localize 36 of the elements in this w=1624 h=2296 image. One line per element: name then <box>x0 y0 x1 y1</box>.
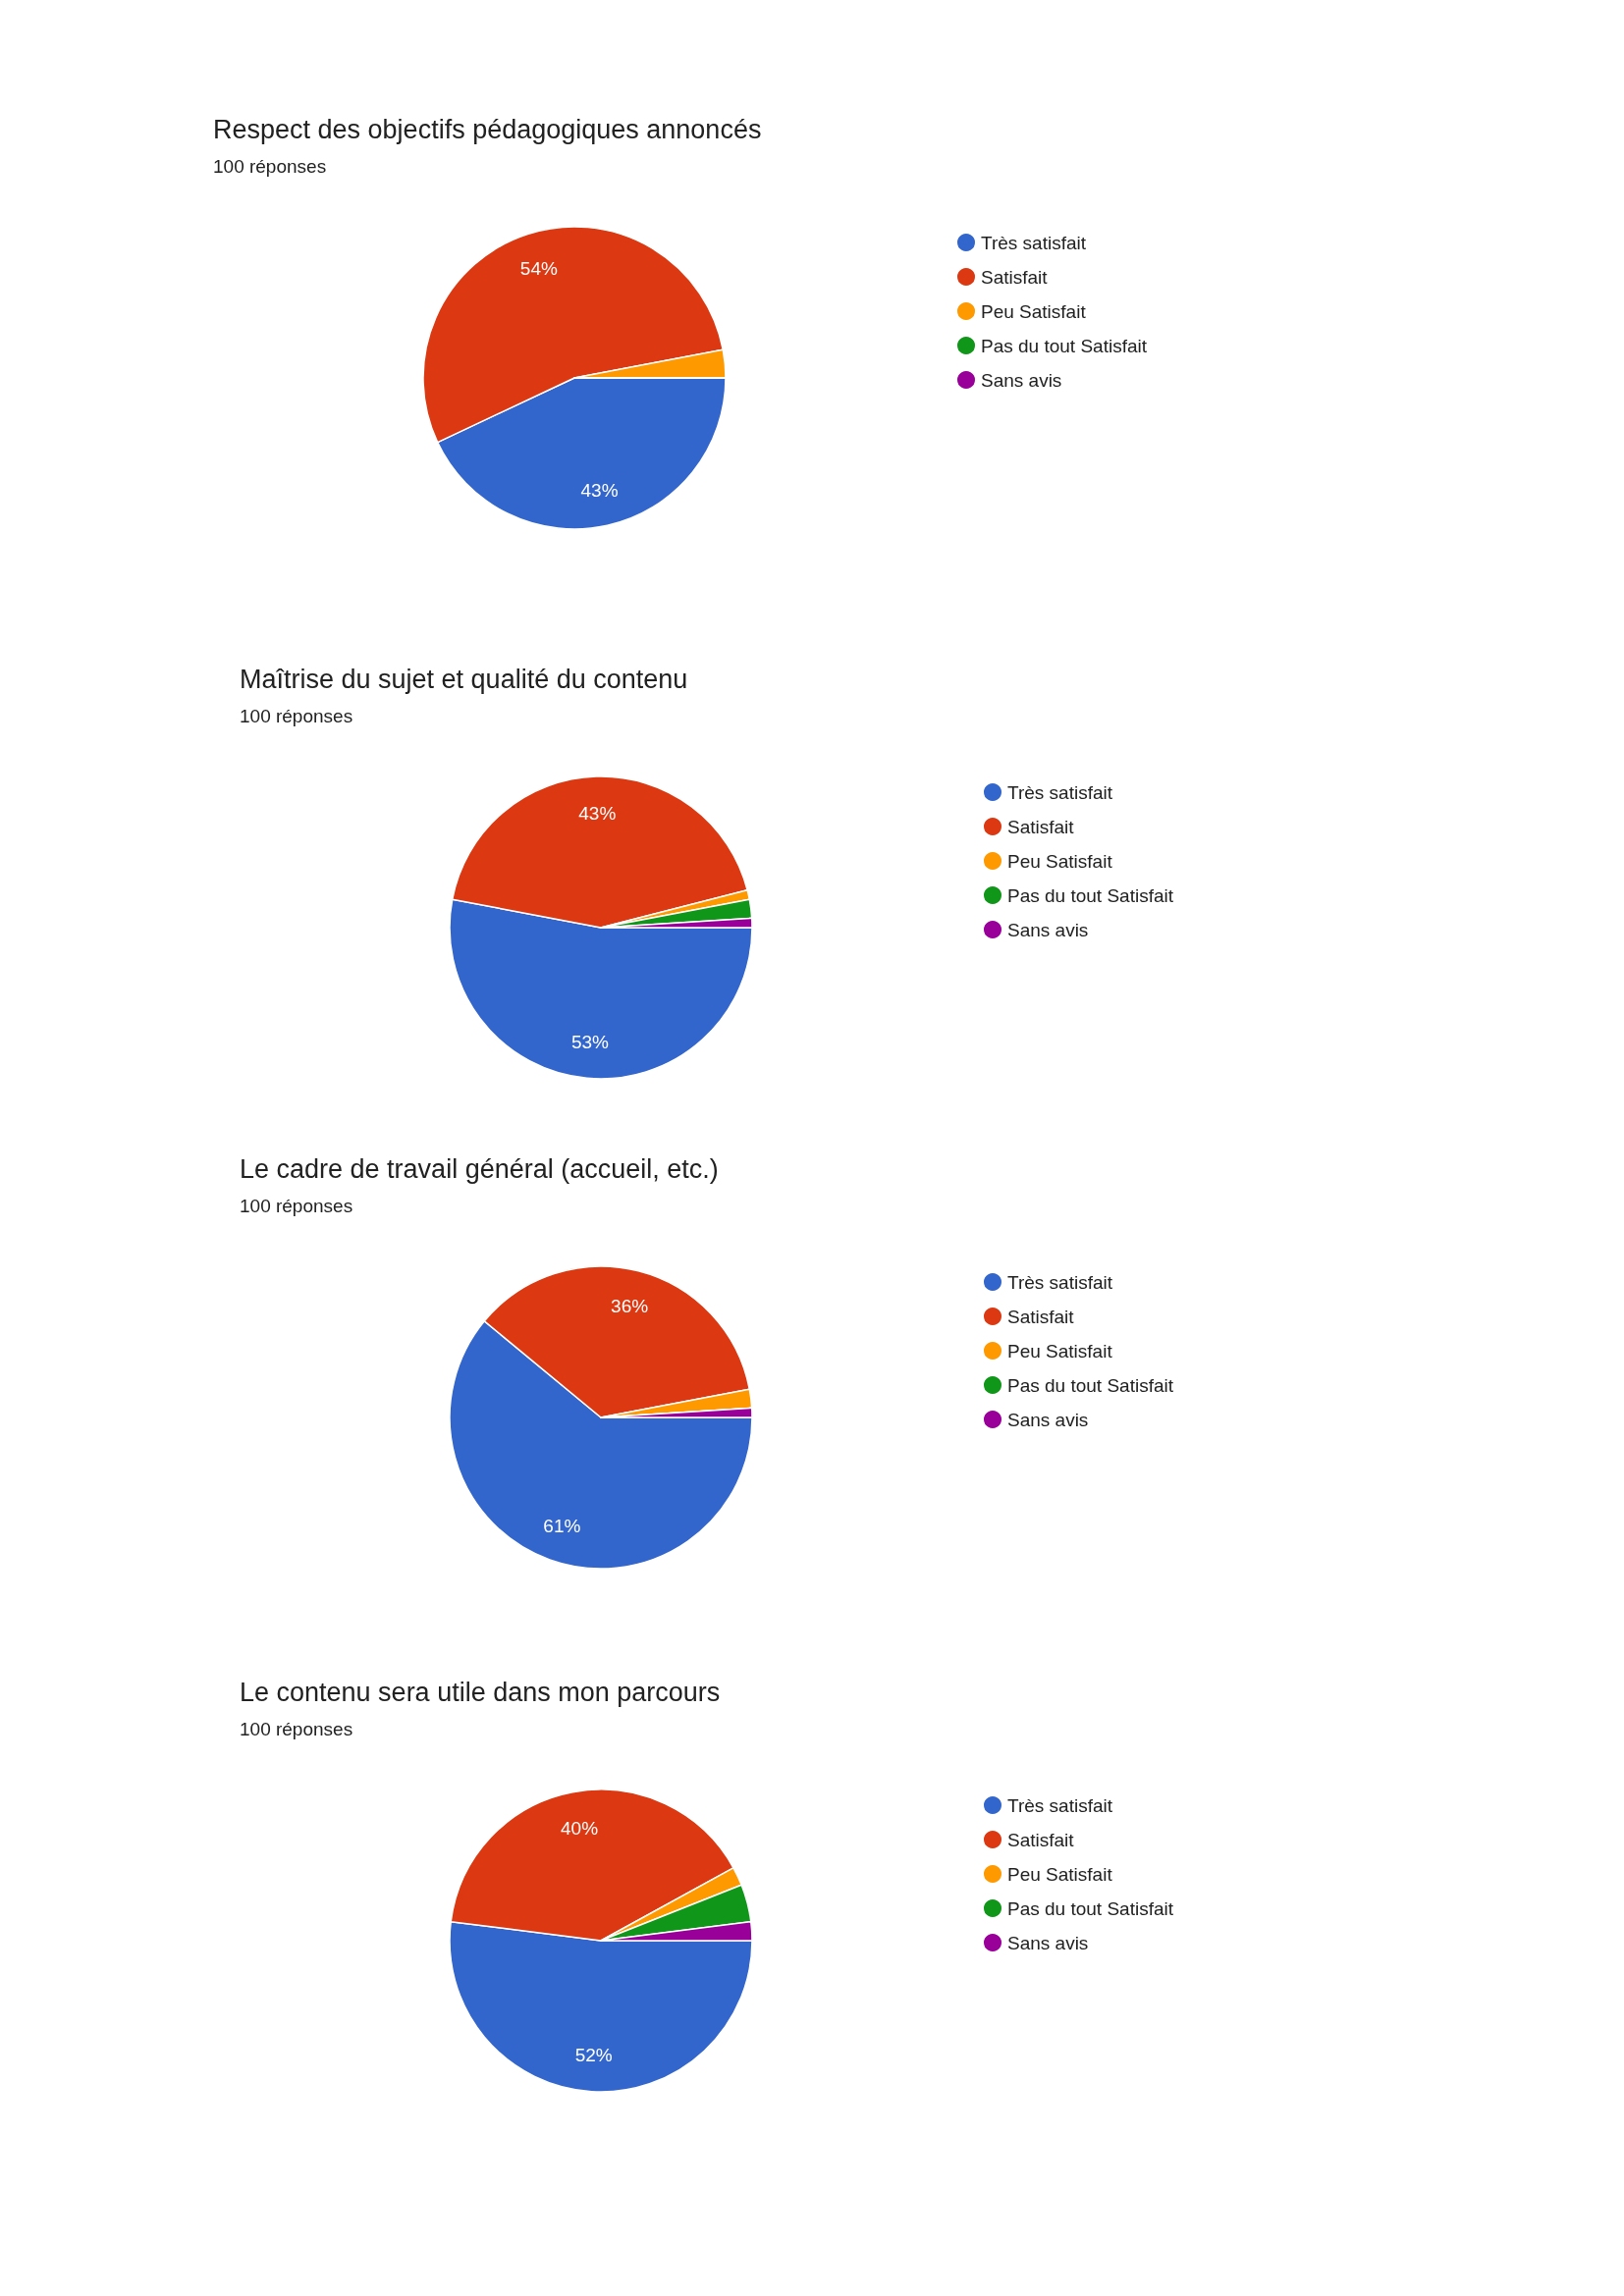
data-label: 36% <box>611 1296 649 1317</box>
data-label: 43% <box>580 479 619 501</box>
text: 100 réponses <box>240 1196 353 1216</box>
legend-label: Peu Satisfait <box>1007 1340 1113 1362</box>
legend-label: Très satisfait <box>1007 1794 1113 1816</box>
chart-title: Respect des objectifs pédagogiques annoncés <box>213 114 762 144</box>
legend-label: Pas du tout Satisfait <box>1007 1374 1174 1396</box>
chart-title: Maîtrise du sujet et qualité du contenu <box>240 664 688 694</box>
legend-label: Sans avis <box>981 369 1062 391</box>
legend-label: Peu Satisfait <box>981 300 1087 322</box>
data-label: 53% <box>570 1032 610 1053</box>
data-label: 52% <box>574 2045 613 2066</box>
data-label: 40% <box>561 1817 599 1839</box>
legend-label: Satisfait <box>1007 1306 1075 1327</box>
legend-label: Peu Satisfait <box>1007 1863 1113 1885</box>
legend-label: Très satisfait <box>981 232 1087 253</box>
legend-label: Très satisfait <box>1007 1271 1113 1293</box>
text: 100 réponses <box>240 706 353 726</box>
legend-label: Satisfait <box>1007 1829 1075 1850</box>
chart-title: Le contenu sera utile dans mon parcours <box>240 1677 721 1707</box>
chart-title: Le cadre de travail général (accueil, etc.) <box>240 1153 719 1184</box>
data-label: 43% <box>578 802 617 824</box>
data-label: 61% <box>543 1515 581 1536</box>
legend-label: Sans avis <box>1007 1932 1089 1953</box>
legend-label: Pas du tout Satisfait <box>981 335 1148 356</box>
legend-label: Sans avis <box>1007 919 1089 940</box>
legend-label: Satisfait <box>981 266 1049 288</box>
legend-label: Peu Satisfait <box>1007 850 1113 872</box>
text: 100 réponses <box>240 1719 353 1739</box>
legend-label: Pas du tout Satisfait <box>1007 1897 1174 1919</box>
legend-label: Satisfait <box>1007 816 1075 837</box>
legend-label: Sans avis <box>1007 1409 1089 1430</box>
text: 100 réponses <box>213 156 327 177</box>
legend-label: Très satisfait <box>1007 781 1113 803</box>
legend-label: Pas du tout Satisfait <box>1007 884 1174 906</box>
data-label: 54% <box>519 258 558 280</box>
